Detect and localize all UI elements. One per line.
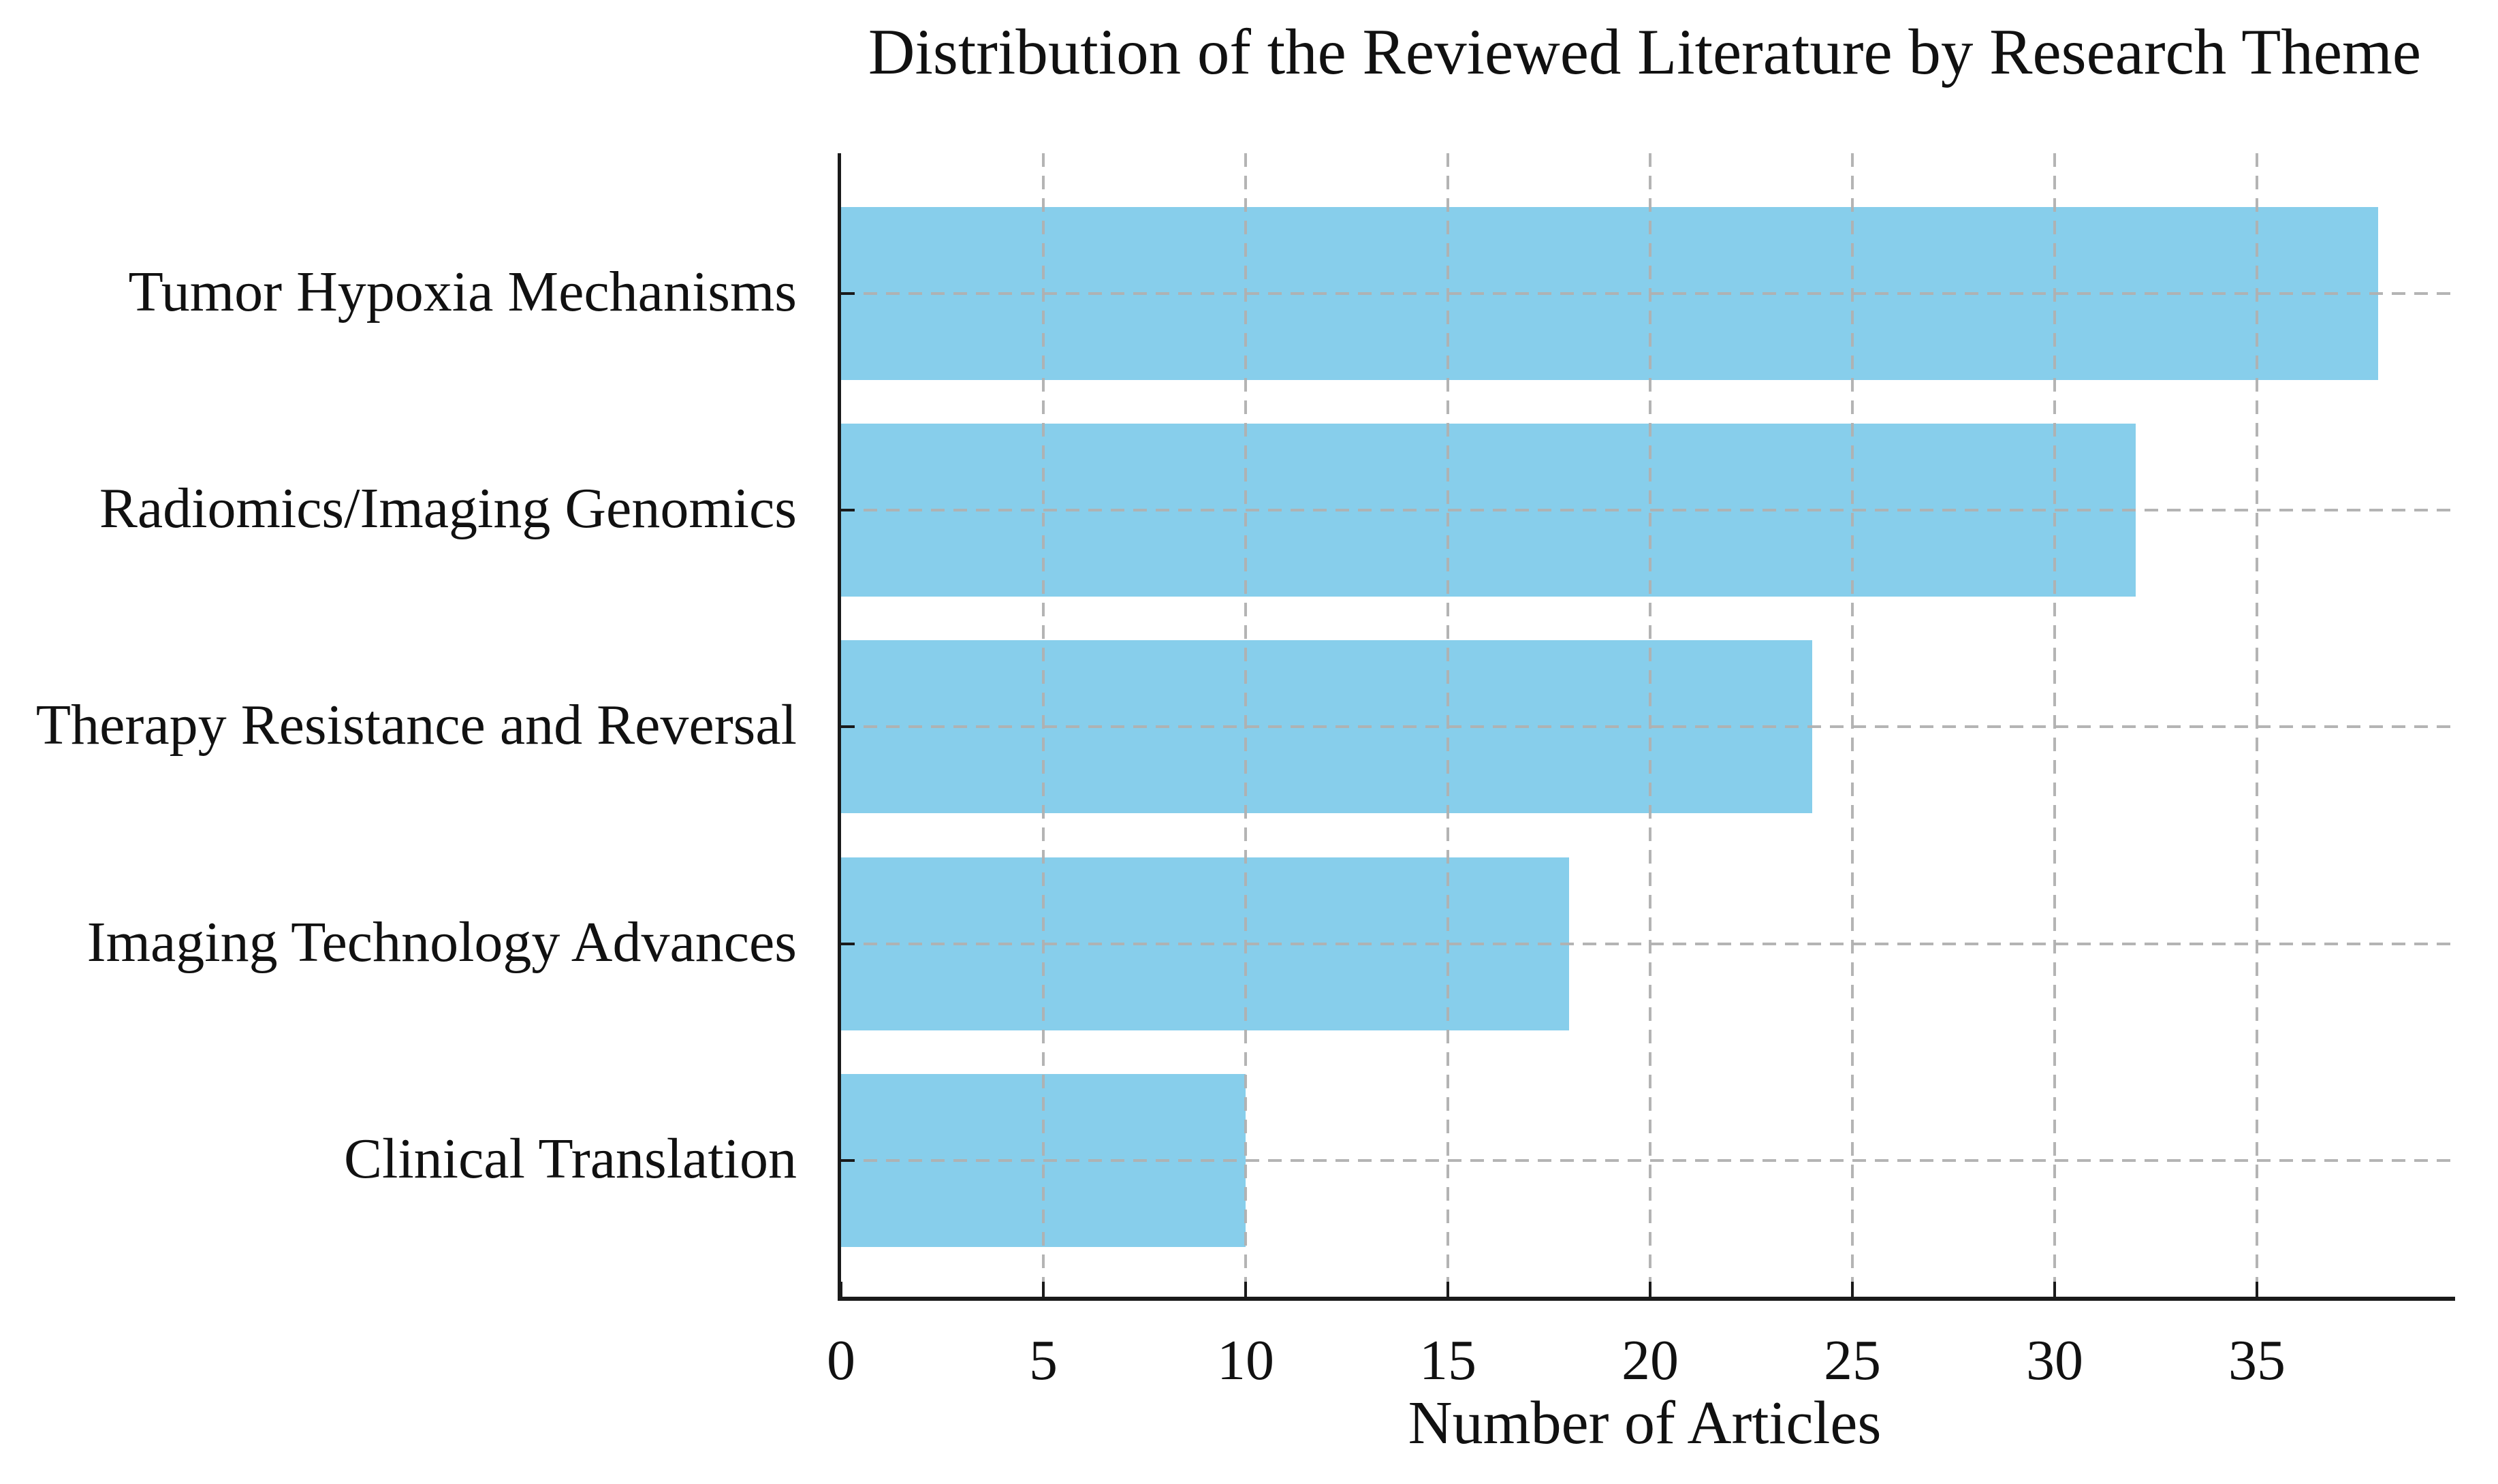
x-tick-35 xyxy=(2255,1282,2258,1297)
v-gridline-10 xyxy=(1244,153,1247,1297)
x-tick-5 xyxy=(1041,1282,1045,1297)
v-gridline-35 xyxy=(2255,153,2258,1297)
v-gridline-5 xyxy=(1041,153,1045,1297)
v-gridline-15 xyxy=(1446,153,1449,1297)
x-tick-label-35: 35 xyxy=(2228,1329,2286,1392)
x-tick-15 xyxy=(1446,1282,1449,1297)
x-tick-10 xyxy=(1244,1282,1247,1297)
x-tick-label-0: 0 xyxy=(827,1329,855,1392)
x-tick-label-5: 5 xyxy=(1028,1329,1058,1392)
plot-area xyxy=(838,153,2455,1301)
y-tick-5 xyxy=(841,1158,855,1162)
x-tick-label-30: 30 xyxy=(2025,1329,2083,1392)
x-tick-label-20: 20 xyxy=(1621,1329,1679,1392)
category-label-3: Therapy Resistance and Reversal xyxy=(35,693,797,757)
h-gridline-4 xyxy=(841,942,2455,945)
v-gridline-30 xyxy=(2053,153,2056,1297)
category-label-1: Tumor Hypoxia Mechanisms xyxy=(128,259,797,323)
x-tick-label-25: 25 xyxy=(1823,1329,1881,1392)
y-tick-2 xyxy=(841,509,855,512)
h-gridline-3 xyxy=(841,725,2455,729)
x-tick-label-10: 10 xyxy=(1216,1329,1274,1392)
x-axis-label: Number of Articles xyxy=(1408,1389,1882,1457)
h-gridline-1 xyxy=(841,292,2455,295)
category-label-5: Clinical Translation xyxy=(343,1126,797,1190)
y-tick-1 xyxy=(841,292,855,295)
x-tick-30 xyxy=(2053,1282,2056,1297)
v-gridline-20 xyxy=(1648,153,1651,1297)
y-tick-4 xyxy=(841,942,855,945)
x-tick-25 xyxy=(1850,1282,1854,1297)
v-gridline-25 xyxy=(1850,153,1854,1297)
x-tick-0 xyxy=(840,1282,842,1297)
x-tick-20 xyxy=(1648,1282,1651,1297)
h-gridline-2 xyxy=(841,509,2455,512)
category-label-4: Imaging Technology Advances xyxy=(86,910,797,974)
x-tick-label-15: 15 xyxy=(1419,1329,1476,1392)
h-gridline-5 xyxy=(841,1158,2455,1162)
category-label-2: Radiomics/Imaging Genomics xyxy=(99,477,797,541)
chart-title: Distribution of the Reviewed Literature … xyxy=(868,16,2422,88)
y-tick-3 xyxy=(841,725,855,729)
